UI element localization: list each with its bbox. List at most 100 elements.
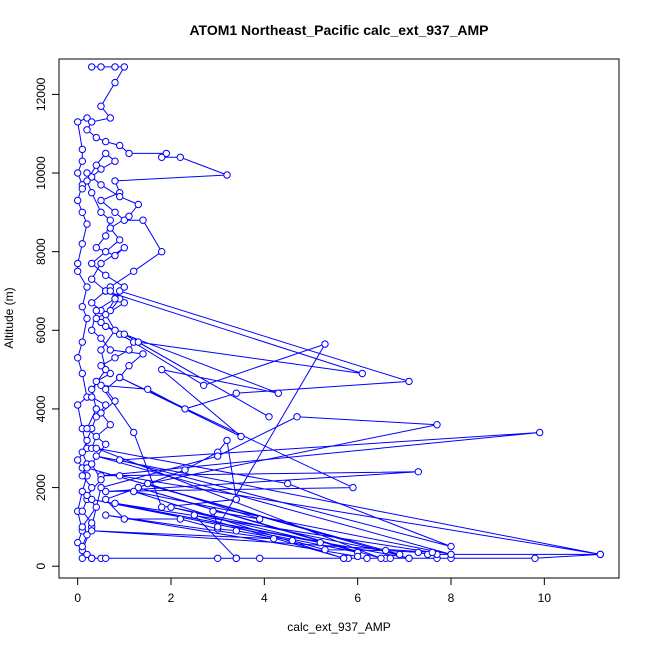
data-point — [125, 212, 133, 221]
data-point — [102, 385, 110, 393]
data-point — [321, 340, 329, 348]
data-point — [106, 421, 115, 429]
data-point — [102, 487, 110, 496]
data-point — [116, 141, 124, 150]
data-point — [363, 554, 371, 562]
data-point — [125, 362, 133, 370]
y-tick-label: 2000 — [34, 474, 48, 501]
data-point — [97, 381, 105, 389]
x-axis: 0 2 4 6 8 10 — [74, 577, 552, 605]
data-point — [125, 149, 133, 158]
data-point — [256, 554, 264, 562]
data-point — [200, 381, 208, 389]
data-point — [321, 546, 329, 554]
data-point — [139, 350, 147, 358]
data-point — [74, 267, 82, 275]
data-point — [120, 299, 129, 307]
x-tick-label: 6 — [354, 591, 361, 605]
chart-title: ATOM1 Northeast_Pacific calc_ext_937_AMP — [189, 22, 488, 38]
data-point — [349, 483, 357, 492]
data-point — [382, 546, 390, 555]
data-point — [83, 531, 91, 539]
data-point — [97, 63, 105, 71]
data-point — [78, 208, 87, 217]
data-point — [88, 118, 96, 126]
data-point — [111, 326, 119, 334]
data-point — [97, 346, 105, 354]
data-point — [88, 519, 96, 527]
data-point — [447, 542, 455, 551]
data-point — [74, 538, 82, 547]
x-tick-label: 10 — [538, 591, 552, 605]
data-point — [116, 236, 124, 244]
plot-frame — [58, 58, 620, 579]
data-point — [78, 338, 87, 346]
y-axis: 0 2000 4000 6000 8000 10000 12000 — [34, 77, 60, 570]
data-point — [88, 189, 96, 197]
data-point — [116, 192, 124, 201]
data-point — [88, 326, 96, 334]
data-point — [88, 393, 96, 401]
data-point — [102, 137, 110, 146]
data-point — [97, 483, 105, 492]
series-line — [96, 455, 601, 559]
data-point — [106, 114, 115, 122]
data-point — [102, 322, 110, 331]
data-point — [214, 452, 222, 460]
data-point — [92, 244, 101, 252]
data-point — [106, 216, 115, 224]
data-point — [130, 428, 138, 437]
data-point — [83, 220, 91, 228]
data-point — [134, 200, 143, 209]
data-point — [176, 153, 185, 162]
data-point — [102, 440, 110, 448]
data-point — [83, 177, 91, 185]
data-point — [232, 389, 241, 397]
data-point — [139, 216, 147, 224]
data-point — [405, 554, 413, 562]
x-tick-label: 8 — [448, 591, 455, 605]
data-point — [92, 306, 101, 315]
data-point — [284, 479, 292, 488]
data-point — [176, 515, 185, 523]
data-point — [74, 118, 82, 126]
data-point — [396, 550, 404, 559]
data-point — [88, 460, 96, 468]
y-tick-label: 12000 — [34, 77, 48, 111]
data-point — [102, 495, 110, 504]
data-point — [88, 63, 96, 71]
data-point — [433, 421, 441, 429]
data-point — [97, 102, 105, 110]
data-point — [414, 468, 422, 476]
data-point — [92, 377, 101, 386]
data-point — [83, 169, 91, 177]
x-tick-label: 4 — [261, 591, 268, 605]
data-point — [134, 338, 143, 346]
data-point — [92, 161, 101, 169]
data-point — [162, 149, 171, 158]
data-point — [78, 507, 87, 515]
data-point — [78, 487, 87, 496]
data-point — [158, 153, 166, 162]
data-point — [74, 169, 82, 177]
data-point — [111, 157, 119, 165]
data-point — [78, 240, 87, 248]
data-point — [92, 452, 101, 460]
data-point — [78, 185, 87, 193]
data-point — [111, 499, 119, 507]
data-point — [144, 385, 152, 393]
data-point — [97, 181, 105, 189]
data-point — [83, 436, 91, 445]
data-point — [414, 548, 422, 557]
data-point — [120, 63, 129, 71]
data-point — [232, 554, 241, 562]
data-point — [83, 314, 91, 323]
data-point — [596, 550, 604, 559]
data-point — [78, 554, 87, 562]
series-line — [86, 290, 540, 559]
data-point — [78, 448, 87, 456]
data-point — [92, 444, 101, 452]
data-point — [74, 456, 82, 464]
data-point — [223, 171, 231, 179]
